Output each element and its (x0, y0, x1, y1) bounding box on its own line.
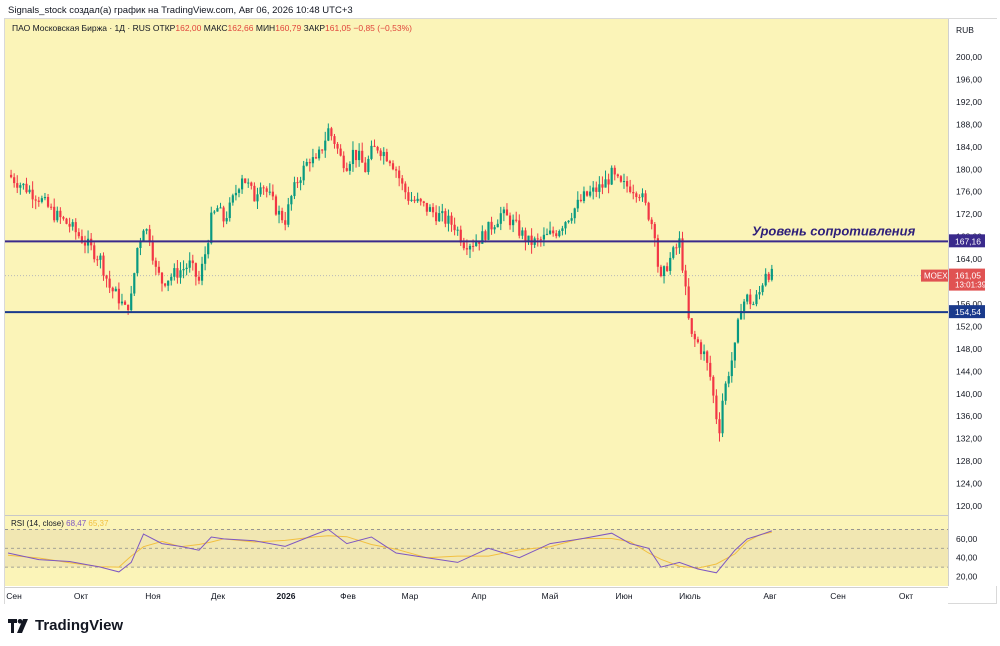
price-scale[interactable] (948, 19, 998, 586)
open-value: 162,00 (175, 23, 202, 33)
rsi-ma-value: 65,37 (88, 519, 109, 528)
high-label: МАКС (203, 23, 228, 33)
rsi-legend[interactable]: RSI (14, close) 68,47 65,37 (11, 519, 108, 528)
tradingview-logo-icon (8, 618, 28, 633)
pane-separator[interactable] (5, 515, 948, 516)
chart-caption: Signals_stock создал(а) график на Tradin… (8, 5, 353, 16)
rsi-plot-area[interactable] (5, 516, 948, 586)
high-value: 162,66 (227, 23, 254, 33)
symbol-legend[interactable]: ПАО Московская Биржа · 1Д · RUS ОТКР162,… (12, 23, 412, 33)
rsi-label: RSI (14, close) (11, 519, 64, 528)
rsi-value: 68,47 (66, 519, 87, 528)
currency-label[interactable]: RUB (956, 25, 974, 35)
price-plot-area[interactable] (5, 19, 948, 515)
tradingview-logo[interactable]: TradingView (8, 617, 123, 634)
change-value: −0,85 (−0,53%) (353, 23, 412, 33)
symbol-name: ПАО Московская Биржа · 1Д · RUS (12, 23, 151, 33)
close-value: 161,05 (325, 23, 352, 33)
time-scale[interactable] (5, 587, 948, 604)
tradingview-wordmark: TradingView (35, 617, 124, 634)
close-label: ЗАКР (303, 23, 326, 33)
low-label: МИН (255, 23, 276, 33)
open-label: ОТКР (152, 23, 176, 33)
low-value: 160,79 (275, 23, 302, 33)
